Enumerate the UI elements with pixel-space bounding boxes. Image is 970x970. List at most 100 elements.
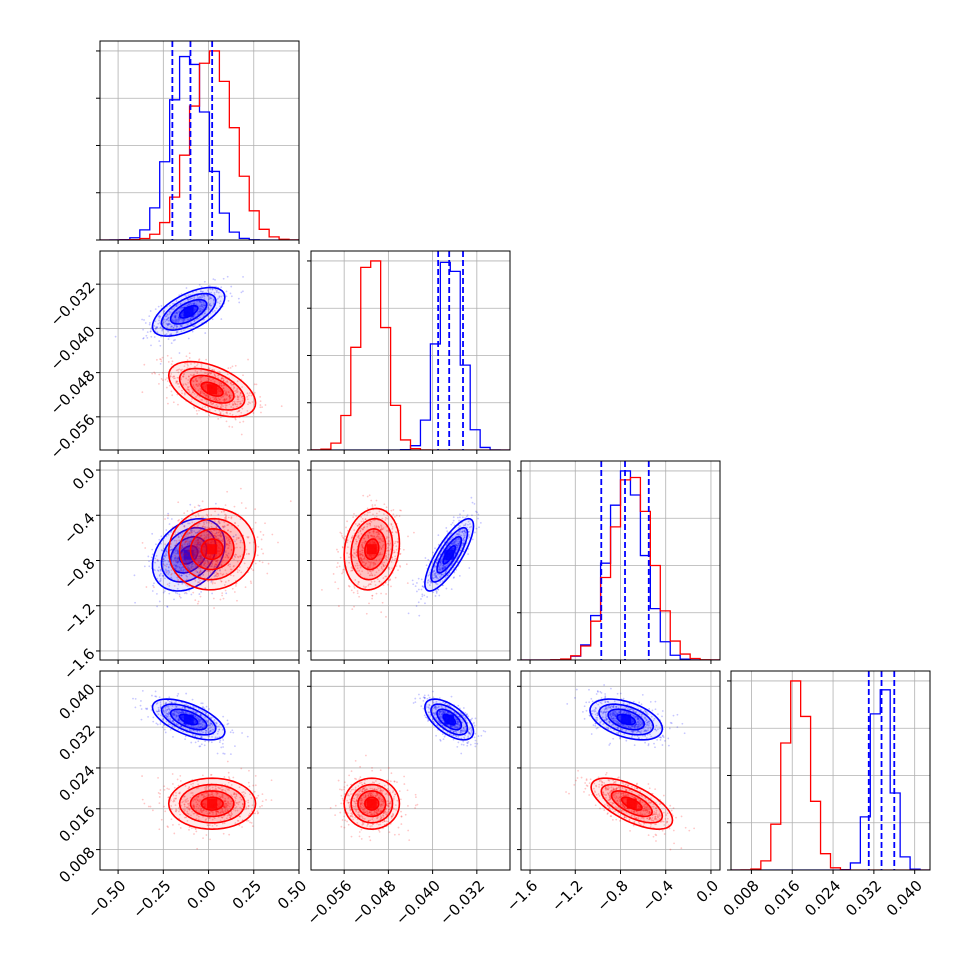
scatter-point bbox=[203, 298, 206, 300]
scatter-point bbox=[361, 545, 364, 547]
scatter-point bbox=[177, 719, 180, 721]
scatter-point bbox=[260, 538, 263, 541]
scatter-point bbox=[156, 326, 159, 329]
scatter-point bbox=[199, 561, 202, 564]
scatter-point bbox=[370, 572, 373, 575]
scatter-point bbox=[169, 719, 172, 721]
scatter-point bbox=[170, 325, 173, 328]
scatter-point bbox=[209, 304, 212, 307]
scatter-point bbox=[347, 584, 350, 587]
scatter-point bbox=[144, 547, 147, 549]
scatter-point bbox=[193, 302, 196, 305]
scatter-point bbox=[337, 587, 340, 590]
scatter-point bbox=[198, 308, 201, 311]
scatter-point bbox=[445, 544, 448, 547]
scatter-point bbox=[228, 391, 230, 394]
scatter-point bbox=[188, 352, 191, 355]
scatter-point bbox=[204, 740, 207, 743]
scatter-point bbox=[143, 319, 145, 321]
contour-line bbox=[178, 544, 199, 565]
scatter-point bbox=[225, 553, 228, 556]
scatter-point bbox=[170, 357, 173, 360]
scatter-point bbox=[211, 581, 214, 584]
scatter-point bbox=[224, 569, 227, 572]
scatter-point bbox=[208, 304, 211, 306]
scatter-point bbox=[456, 544, 459, 547]
scatter-point bbox=[206, 719, 209, 722]
scatter-point bbox=[151, 590, 154, 592]
scatter-point bbox=[200, 380, 203, 383]
scatter-point bbox=[213, 369, 215, 371]
scatter-point bbox=[225, 592, 228, 595]
scatter-point bbox=[199, 557, 202, 560]
scatter-point bbox=[174, 315, 177, 318]
scatter-point bbox=[362, 526, 365, 529]
scatter-point bbox=[234, 364, 237, 367]
scatter-point bbox=[437, 577, 440, 580]
scatter-point bbox=[457, 537, 460, 540]
scatter-point bbox=[445, 543, 448, 546]
scatter-point bbox=[238, 409, 241, 412]
scatter-point bbox=[467, 523, 469, 526]
scatter-point bbox=[154, 328, 157, 330]
scatter-point bbox=[251, 527, 254, 530]
scatter-point bbox=[196, 300, 198, 303]
scatter-point bbox=[214, 502, 217, 505]
scatter-point bbox=[200, 556, 203, 559]
scatter-point bbox=[380, 528, 382, 531]
scatter-point bbox=[186, 554, 189, 557]
scatter-point bbox=[439, 560, 442, 563]
scatter-point bbox=[208, 414, 211, 417]
scatter-point bbox=[223, 525, 226, 528]
scatter-point bbox=[362, 585, 365, 588]
scatter-point bbox=[442, 584, 444, 587]
scatter-point bbox=[209, 398, 212, 400]
scatter-point bbox=[181, 581, 184, 584]
contour-line bbox=[160, 703, 217, 736]
scatter-point bbox=[167, 713, 170, 716]
scatter-point bbox=[226, 723, 229, 726]
scatter-point bbox=[195, 809, 198, 812]
scatter-point bbox=[378, 526, 381, 529]
scatter-point bbox=[382, 540, 384, 542]
scatter-point bbox=[337, 605, 340, 607]
scatter-point bbox=[210, 560, 213, 563]
scatter-point bbox=[214, 574, 217, 577]
scatter-point bbox=[439, 561, 442, 563]
scatter-point bbox=[221, 525, 224, 528]
scatter-point bbox=[225, 381, 227, 384]
scatter-point bbox=[207, 395, 210, 398]
scatter-point bbox=[433, 574, 436, 577]
scatter-point bbox=[166, 705, 169, 708]
scatter-point bbox=[199, 800, 201, 803]
scatter-point bbox=[177, 369, 179, 371]
scatter-point bbox=[166, 313, 168, 316]
density-peak bbox=[366, 544, 377, 555]
scatter-point bbox=[363, 555, 366, 558]
scatter-point bbox=[381, 553, 383, 556]
scatter-point bbox=[174, 556, 176, 559]
scatter-point bbox=[176, 562, 179, 564]
scatter-point bbox=[163, 555, 166, 558]
scatter-point bbox=[175, 325, 178, 328]
scatter-point bbox=[229, 814, 232, 817]
scatter-point bbox=[165, 702, 168, 705]
scatter-point bbox=[181, 582, 184, 585]
scatter-point bbox=[241, 386, 244, 388]
scatter-point bbox=[165, 571, 168, 574]
scatter-point bbox=[206, 534, 208, 536]
scatter-point bbox=[155, 722, 158, 725]
scatter-point bbox=[177, 550, 179, 553]
scatter-point bbox=[229, 563, 231, 566]
scatter-point bbox=[441, 568, 444, 571]
scatter-point bbox=[234, 799, 237, 802]
scatter-point bbox=[160, 360, 163, 363]
scatter-point bbox=[189, 532, 192, 534]
scatter-point bbox=[435, 561, 438, 563]
scatter-point bbox=[195, 543, 197, 546]
scatter-point bbox=[373, 530, 375, 533]
scatter-point bbox=[197, 542, 200, 544]
scatter-point bbox=[205, 358, 208, 361]
scatter-point bbox=[197, 539, 200, 542]
scatter-point bbox=[363, 556, 366, 559]
